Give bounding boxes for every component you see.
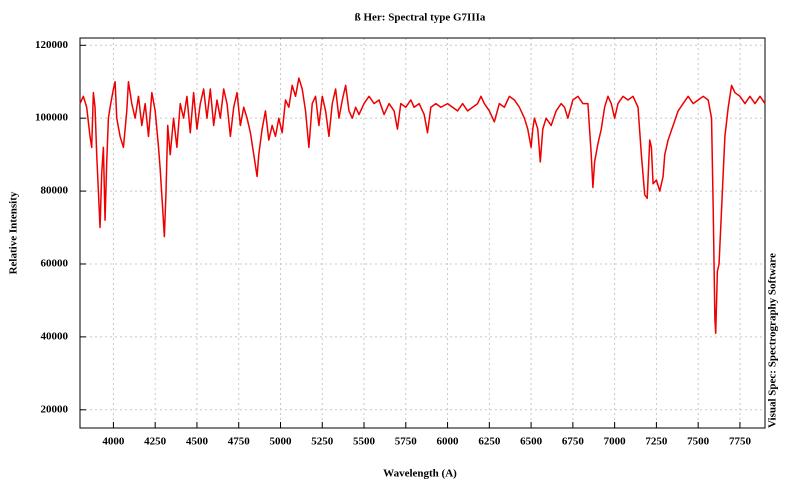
x-tick-label: 4250 <box>144 436 167 448</box>
plot-frame <box>79 37 766 429</box>
x-axis-label: Wavelength (A) <box>383 468 457 480</box>
x-tick-label: 5000 <box>269 436 292 448</box>
x-tick-label: 7000 <box>604 436 627 448</box>
annotation: Visual Spec: Spectrography Software <box>767 253 779 428</box>
x-tick-label: 7500 <box>687 436 710 448</box>
y-axis-label: Relative Intensity <box>8 191 20 274</box>
x-tick-label: 5500 <box>353 436 376 448</box>
x-tick-label: 5750 <box>395 436 418 448</box>
x-tick-label: 4500 <box>186 436 209 448</box>
y-tick-label: 40000 <box>41 330 69 342</box>
x-tick-label: 6750 <box>562 436 585 448</box>
x-tick-label: 7250 <box>645 436 668 448</box>
x-tick-label: 4000 <box>102 436 125 448</box>
y-tick-label: 20000 <box>41 403 69 415</box>
y-tick-label: 120000 <box>35 39 69 51</box>
y-tick-label: 100000 <box>35 112 69 124</box>
x-tick-label: 6000 <box>437 436 460 448</box>
chart-title: ß Her: Spectral type G7IIIa <box>355 12 486 24</box>
x-tick-label: 5250 <box>311 436 334 448</box>
spectrum-line <box>79 77 766 334</box>
x-tick-label: 4750 <box>228 436 251 448</box>
x-tick-label: 6250 <box>478 436 501 448</box>
y-tick-label: 80000 <box>41 185 69 197</box>
x-tick-label: 7750 <box>729 436 752 448</box>
y-tick-label: 60000 <box>41 258 69 270</box>
x-tick-label: 6500 <box>520 436 543 448</box>
